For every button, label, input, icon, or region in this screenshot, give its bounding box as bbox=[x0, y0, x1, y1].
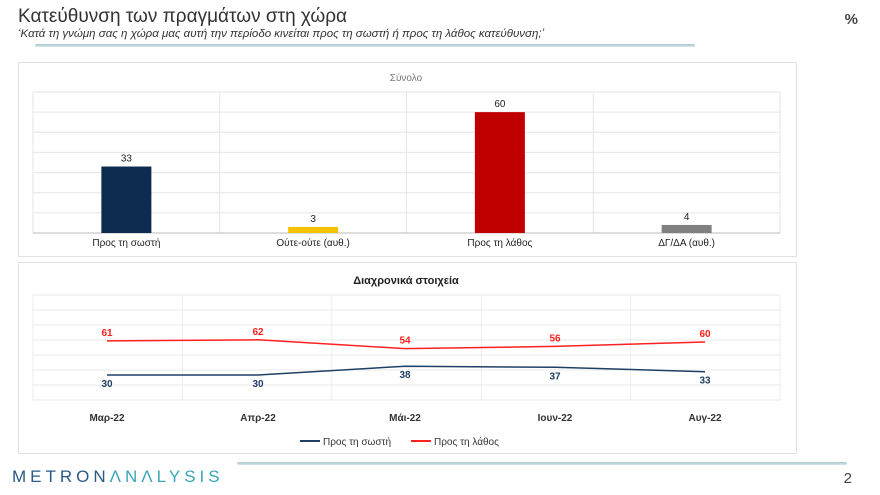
point-label: 60 bbox=[699, 329, 711, 340]
point-label: 54 bbox=[399, 336, 411, 347]
point-label: 30 bbox=[252, 379, 264, 390]
x-tick-label: Ιουν-22 bbox=[538, 413, 573, 424]
point-label: 30 bbox=[101, 379, 113, 390]
bar-category-label: Προς τη λάθος bbox=[467, 237, 532, 249]
legend-label: Προς τη σωστή bbox=[323, 436, 391, 448]
footer-line bbox=[237, 462, 847, 465]
series-line-0 bbox=[107, 365, 706, 376]
point-label: 61 bbox=[101, 328, 113, 339]
bar-0 bbox=[101, 166, 152, 233]
line-chart-panel bbox=[18, 262, 797, 454]
series-line-1 bbox=[106, 339, 706, 350]
metron-analysis-logo: METRONΛNΛLYSIS bbox=[12, 467, 224, 486]
bar-2 bbox=[474, 112, 525, 233]
bar-value-label: 3 bbox=[310, 214, 316, 225]
point-label: 56 bbox=[549, 333, 561, 344]
bar-value-label: 60 bbox=[494, 99, 506, 110]
bar-category-label: Ούτε-ούτε (αυθ.) bbox=[276, 237, 349, 249]
title-underline bbox=[35, 44, 695, 47]
bar-category-label: Προς τη σωστή bbox=[92, 237, 160, 249]
bar-1 bbox=[288, 226, 339, 233]
page-number: 2 bbox=[843, 470, 852, 487]
line-chart-title: Διαχρονικά στοιχεία bbox=[353, 275, 459, 287]
x-tick-label: Απρ-22 bbox=[240, 413, 276, 424]
point-label: 33 bbox=[699, 376, 711, 387]
point-label: 37 bbox=[549, 371, 561, 382]
legend-label: Προς τη λάθος bbox=[434, 436, 499, 448]
bar-category-label: ΔΓ/ΔΑ (αυθ.) bbox=[658, 238, 715, 249]
question-text: ‘Κατά τη γνώμη σας η χώρα μας αυτή την π… bbox=[18, 28, 545, 40]
bar-value-label: 33 bbox=[121, 154, 133, 165]
x-tick-label: Μαρ-22 bbox=[89, 413, 125, 424]
point-label: 38 bbox=[399, 370, 411, 381]
page-title: Κατεύθυνση των πραγμάτων στη χώρα bbox=[18, 6, 348, 27]
x-tick-label: Μάι-22 bbox=[389, 413, 421, 424]
bar-3 bbox=[661, 224, 712, 233]
bar-value-label: 4 bbox=[684, 212, 690, 223]
bar-chart-title: Σύνολο bbox=[390, 72, 423, 84]
point-label: 62 bbox=[252, 327, 264, 338]
x-tick-label: Αυγ-22 bbox=[688, 413, 721, 424]
unit-label: % bbox=[844, 11, 858, 28]
